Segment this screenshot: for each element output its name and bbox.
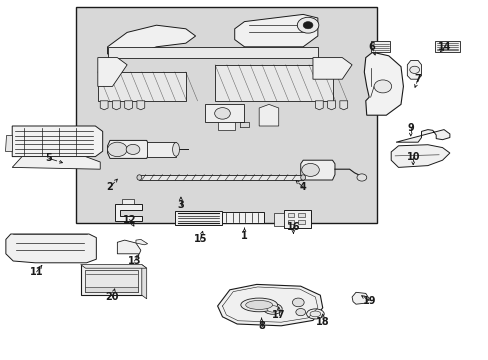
Polygon shape <box>364 52 403 115</box>
Polygon shape <box>259 104 278 126</box>
Polygon shape <box>84 270 138 292</box>
Text: 20: 20 <box>105 292 119 302</box>
Polygon shape <box>370 41 389 52</box>
Text: 10: 10 <box>406 152 419 162</box>
Circle shape <box>356 174 366 181</box>
Text: 3: 3 <box>177 200 184 210</box>
Polygon shape <box>107 140 149 158</box>
Polygon shape <box>407 60 421 79</box>
Polygon shape <box>283 210 310 228</box>
Text: 18: 18 <box>315 317 329 327</box>
Text: 5: 5 <box>45 153 52 163</box>
Text: 14: 14 <box>437 42 451 52</box>
Polygon shape <box>395 130 449 142</box>
Polygon shape <box>6 234 96 263</box>
Ellipse shape <box>309 311 320 317</box>
Polygon shape <box>205 104 244 122</box>
Polygon shape <box>390 145 449 167</box>
Text: 7: 7 <box>414 74 421 84</box>
Polygon shape <box>273 213 283 226</box>
Polygon shape <box>117 240 141 254</box>
Bar <box>76 7 376 223</box>
Polygon shape <box>287 213 294 217</box>
Polygon shape <box>222 212 264 223</box>
Text: 16: 16 <box>286 222 300 232</box>
Circle shape <box>409 66 419 73</box>
Polygon shape <box>12 157 100 169</box>
Circle shape <box>301 163 319 176</box>
Circle shape <box>107 142 127 157</box>
Circle shape <box>297 17 318 33</box>
Polygon shape <box>81 265 146 268</box>
Polygon shape <box>434 41 459 52</box>
Polygon shape <box>234 14 317 47</box>
Ellipse shape <box>240 298 277 312</box>
Polygon shape <box>5 135 12 151</box>
Ellipse shape <box>266 306 278 312</box>
Polygon shape <box>136 239 147 245</box>
Polygon shape <box>12 126 102 157</box>
Text: 11: 11 <box>30 267 43 277</box>
Polygon shape <box>300 160 334 180</box>
Polygon shape <box>298 213 305 217</box>
Text: 13: 13 <box>127 256 141 266</box>
Polygon shape <box>315 101 323 110</box>
Circle shape <box>303 22 312 29</box>
Text: 6: 6 <box>367 42 374 52</box>
Polygon shape <box>287 220 294 224</box>
Polygon shape <box>100 101 108 110</box>
Circle shape <box>292 298 304 307</box>
Circle shape <box>295 309 305 316</box>
Polygon shape <box>139 175 303 180</box>
Circle shape <box>214 108 230 119</box>
Text: 2: 2 <box>106 182 113 192</box>
Text: 19: 19 <box>362 296 375 306</box>
Polygon shape <box>107 47 317 58</box>
Ellipse shape <box>245 300 272 309</box>
Polygon shape <box>217 284 322 326</box>
Polygon shape <box>98 72 185 101</box>
Text: 15: 15 <box>193 234 207 244</box>
Text: 9: 9 <box>407 123 413 133</box>
Text: 17: 17 <box>271 310 285 320</box>
Ellipse shape <box>300 175 305 180</box>
Polygon shape <box>312 58 351 79</box>
Text: 1: 1 <box>241 231 247 241</box>
Ellipse shape <box>137 175 142 180</box>
Polygon shape <box>122 199 134 204</box>
Text: 8: 8 <box>258 321 264 331</box>
Polygon shape <box>98 58 127 86</box>
Polygon shape <box>84 287 138 292</box>
Polygon shape <box>81 265 142 295</box>
Text: 4: 4 <box>299 182 306 192</box>
Ellipse shape <box>306 309 324 319</box>
Text: 12: 12 <box>122 215 136 225</box>
Polygon shape <box>217 122 234 130</box>
Polygon shape <box>146 142 176 157</box>
Polygon shape <box>137 101 144 110</box>
Ellipse shape <box>263 303 282 314</box>
Polygon shape <box>142 265 146 299</box>
Polygon shape <box>124 101 132 110</box>
Polygon shape <box>351 292 368 304</box>
Polygon shape <box>175 211 221 225</box>
Circle shape <box>373 80 391 93</box>
Ellipse shape <box>172 143 179 156</box>
Polygon shape <box>298 220 305 224</box>
Polygon shape <box>327 101 335 110</box>
Polygon shape <box>115 204 142 221</box>
Circle shape <box>126 144 140 154</box>
Polygon shape <box>215 65 332 101</box>
Polygon shape <box>107 25 195 54</box>
Polygon shape <box>339 101 347 110</box>
Polygon shape <box>112 101 120 110</box>
